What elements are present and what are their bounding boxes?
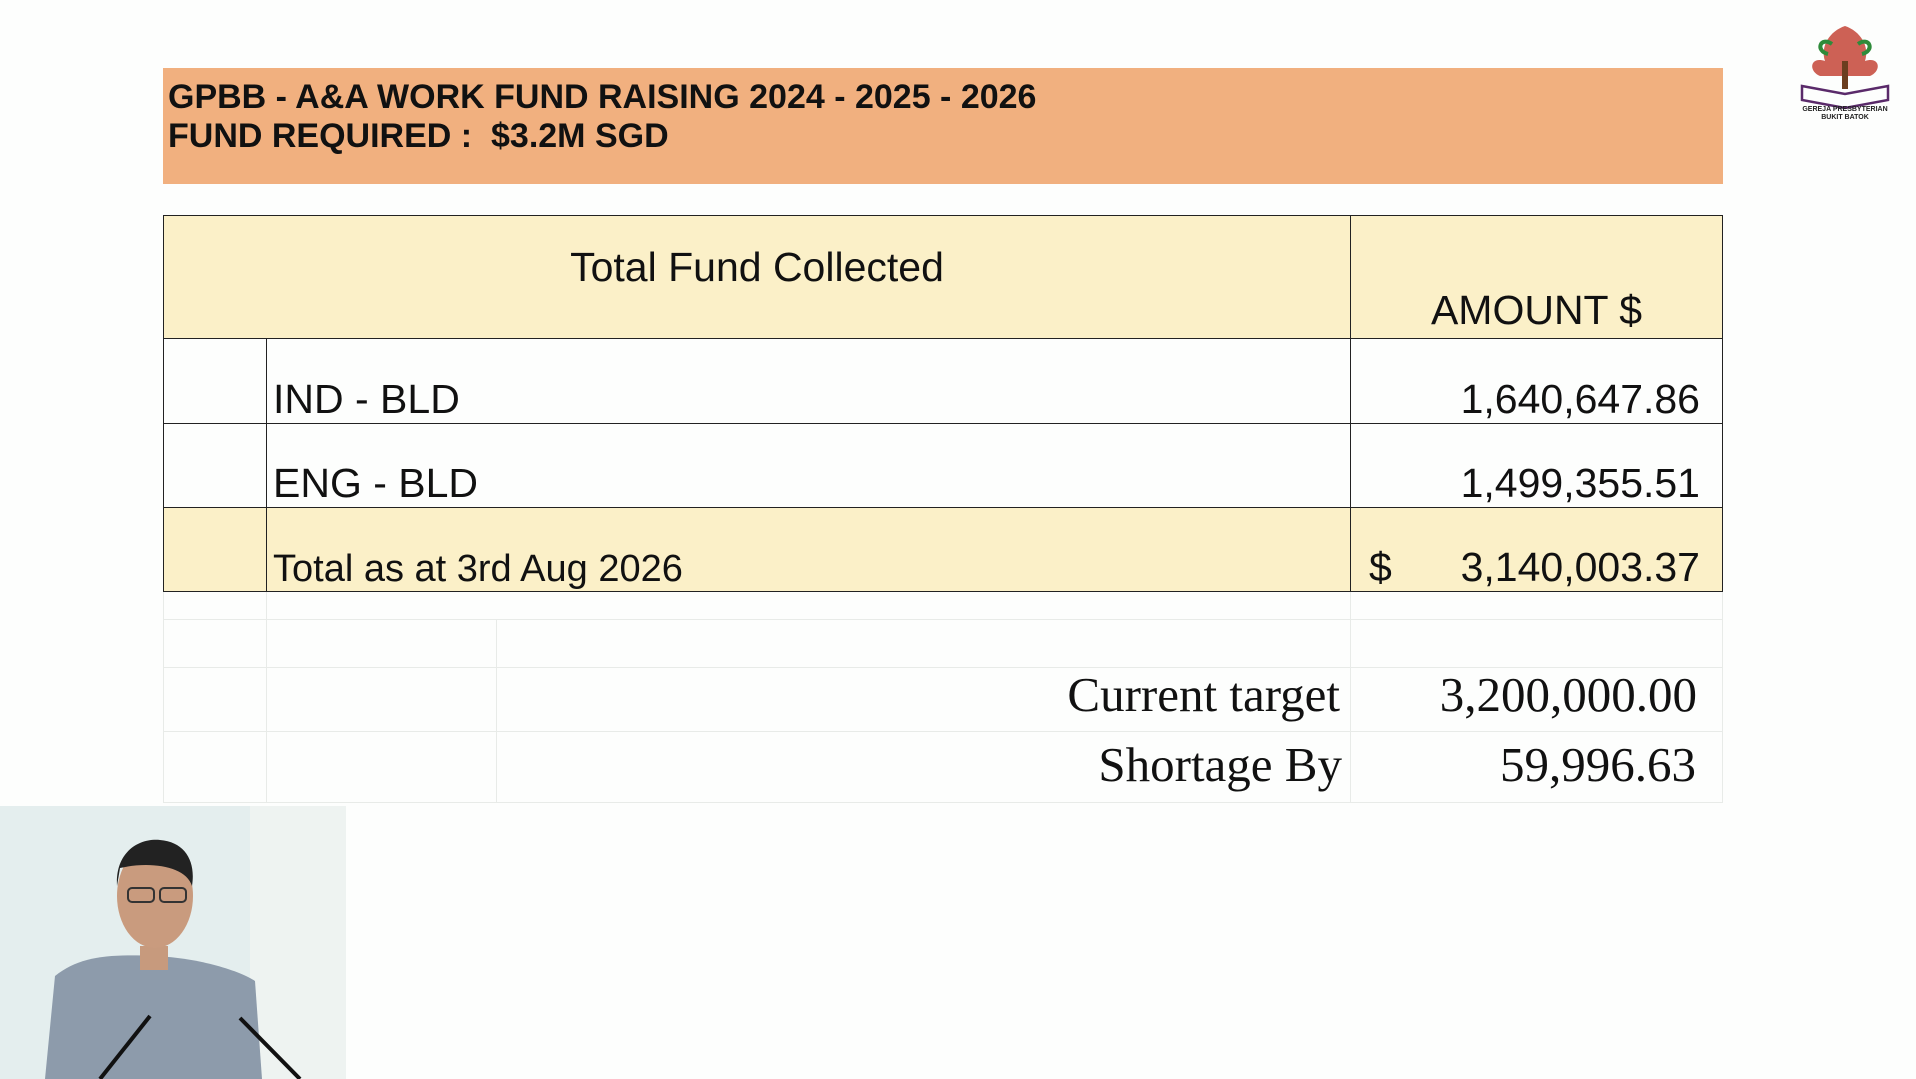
video-inset	[0, 806, 346, 1079]
summary-label: Shortage By	[1098, 737, 1342, 792]
row-amount: 1,499,355.51	[1350, 423, 1723, 508]
grid-cell	[266, 591, 1351, 620]
title: GPBB - A&A WORK FUND RAISING 2024 - 2025…	[168, 78, 1037, 116]
table-cell	[163, 338, 267, 424]
grid-cell	[266, 667, 497, 732]
table-header: AMOUNT $	[1350, 215, 1723, 339]
currency: $	[1369, 544, 1392, 590]
speaker-glasses	[127, 887, 155, 903]
header-band: GPBB - A&A WORK FUND RAISING 2024 - 2025…	[163, 68, 1723, 184]
summary-label: Current target	[1067, 667, 1340, 722]
subtitle: FUND REQUIRED : $3.2M SGD	[168, 117, 669, 155]
logo-trunk	[1842, 61, 1848, 89]
grid-cell	[163, 667, 267, 732]
speaker-neck	[140, 946, 168, 970]
logo: GEREJA PRESBYTERIAN BUKIT BATOK	[1800, 26, 1890, 121]
speaker-shirt	[45, 955, 262, 1079]
total-amount: 3,140,003.37	[1460, 544, 1700, 590]
row-amount: 1,640,647.86	[1350, 338, 1723, 424]
video-wall	[250, 806, 346, 1079]
logo-text: GEREJA PRESBYTERIAN	[1802, 106, 1887, 113]
speaker-glasses	[159, 887, 187, 903]
grid-cell	[1350, 619, 1723, 668]
total-cell: $ 3,140,003.37	[1350, 507, 1723, 592]
grid-cell	[1350, 731, 1723, 803]
speaker-hair	[116, 839, 193, 886]
table-cell	[163, 423, 267, 508]
logo-tree	[1812, 26, 1878, 76]
table-cell	[163, 507, 267, 592]
grid-cell	[1350, 591, 1723, 620]
microphones	[98, 1014, 302, 1079]
logo-text: BUKIT BATOK	[1821, 114, 1869, 121]
logo-leaves	[1818, 39, 1872, 56]
row-label: IND - BLD	[266, 338, 1351, 424]
summary-amount: 59,996.63	[1500, 737, 1696, 792]
summary-amount: 3,200,000.00	[1439, 667, 1697, 722]
grid-cell	[163, 591, 267, 620]
row-label: ENG - BLD	[266, 423, 1351, 508]
table-header: Total Fund Collected	[163, 215, 1351, 339]
total-label: Total as at 3rd Aug 2026	[266, 507, 1351, 592]
logo-book	[1800, 84, 1890, 110]
grid-cell	[496, 619, 1351, 668]
